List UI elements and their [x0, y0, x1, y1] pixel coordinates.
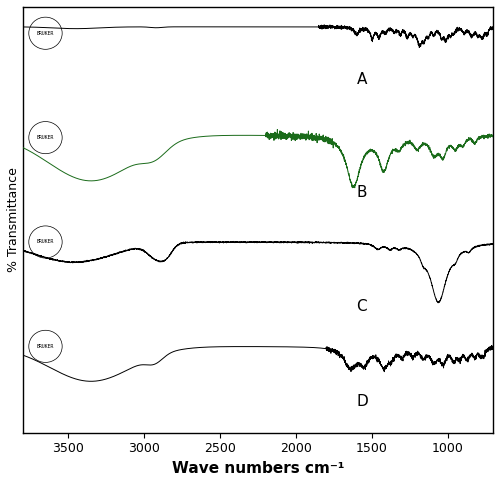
Text: BRUKER: BRUKER	[37, 135, 54, 140]
Y-axis label: % Transmittance: % Transmittance	[7, 168, 20, 272]
Text: C: C	[356, 299, 367, 314]
Text: B: B	[356, 185, 367, 200]
Text: BRUKER: BRUKER	[37, 240, 54, 244]
X-axis label: Wave numbers cm⁻¹: Wave numbers cm⁻¹	[172, 461, 344, 476]
Text: BRUKER: BRUKER	[37, 344, 54, 349]
Text: D: D	[356, 394, 368, 409]
Text: A: A	[356, 71, 367, 86]
Text: BRUKER: BRUKER	[37, 31, 54, 36]
